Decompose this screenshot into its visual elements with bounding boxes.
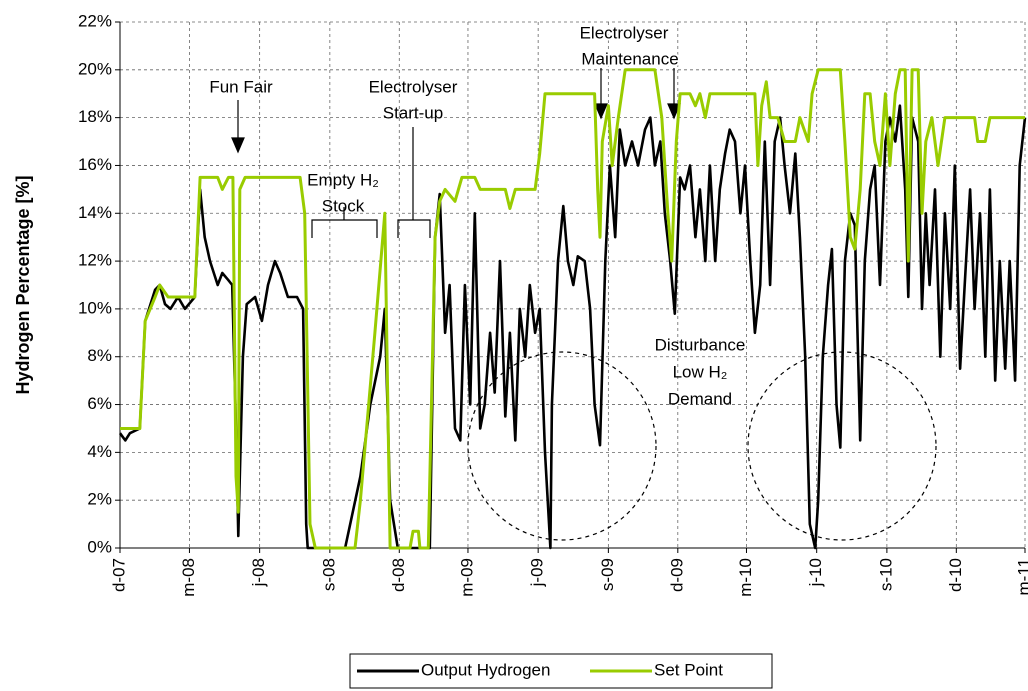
annotation: Electrolyser — [369, 77, 458, 96]
y-tick-label: 4% — [87, 442, 112, 461]
y-tick-label: 2% — [87, 490, 112, 509]
legend-label: Output Hydrogen — [421, 660, 550, 679]
x-tick-label: s-09 — [598, 558, 617, 591]
legend-label: Set Point — [654, 660, 723, 679]
annotation: Stock — [322, 196, 365, 215]
y-tick-label: 8% — [87, 346, 112, 365]
legend-box — [349, 653, 773, 689]
bracket — [311, 219, 378, 238]
y-tick-label: 22% — [78, 11, 112, 30]
y-axis-label: Hydrogen Percentage [%] — [13, 175, 33, 394]
x-tick-label: j-10 — [806, 558, 825, 587]
x-tick-label: m-10 — [736, 558, 755, 597]
annotation: Fun Fair — [209, 77, 273, 96]
circle-marker — [467, 351, 657, 541]
arrow-head — [594, 103, 608, 120]
y-tick-label: 6% — [87, 394, 112, 413]
x-tick-label: s-08 — [319, 558, 338, 591]
annotation: Start-up — [383, 103, 443, 122]
annotation: Low H₂ — [673, 362, 728, 381]
x-tick-label: d-08 — [389, 558, 408, 592]
x-tick-label: s-10 — [876, 558, 895, 591]
series-line — [118, 104, 1027, 550]
series-line — [120, 68, 1025, 550]
arrow-head — [231, 137, 245, 154]
x-tick-label: m-11 — [1014, 558, 1028, 595]
x-tick-label: m-08 — [179, 558, 198, 597]
y-tick-label: 10% — [78, 298, 112, 317]
x-tick-label: j-09 — [528, 558, 547, 587]
annotation-shapes — [231, 68, 937, 541]
x-tick-label: m-09 — [457, 558, 476, 597]
arrow-head — [667, 103, 681, 120]
annotation: Empty H₂ — [307, 170, 379, 189]
y-tick-label: 20% — [78, 59, 112, 78]
x-tick-label: d-07 — [109, 558, 128, 592]
y-tick-label: 0% — [87, 537, 112, 556]
annotation: Electrolyser — [580, 23, 669, 42]
annotation: Demand — [668, 389, 732, 408]
x-tick-label: j-08 — [249, 558, 268, 587]
x-tick-label: d-09 — [667, 558, 686, 592]
annotation: Disturbance — [655, 335, 746, 354]
y-tick-label: 18% — [78, 107, 112, 126]
x-tick-label: d-10 — [946, 558, 965, 592]
bracket — [397, 219, 431, 238]
y-tick-label: 14% — [78, 203, 112, 222]
y-tick-label: 12% — [78, 251, 112, 270]
y-tick-label: 16% — [78, 155, 112, 174]
grid — [119, 21, 1026, 549]
annotation: Maintenance — [581, 49, 678, 68]
